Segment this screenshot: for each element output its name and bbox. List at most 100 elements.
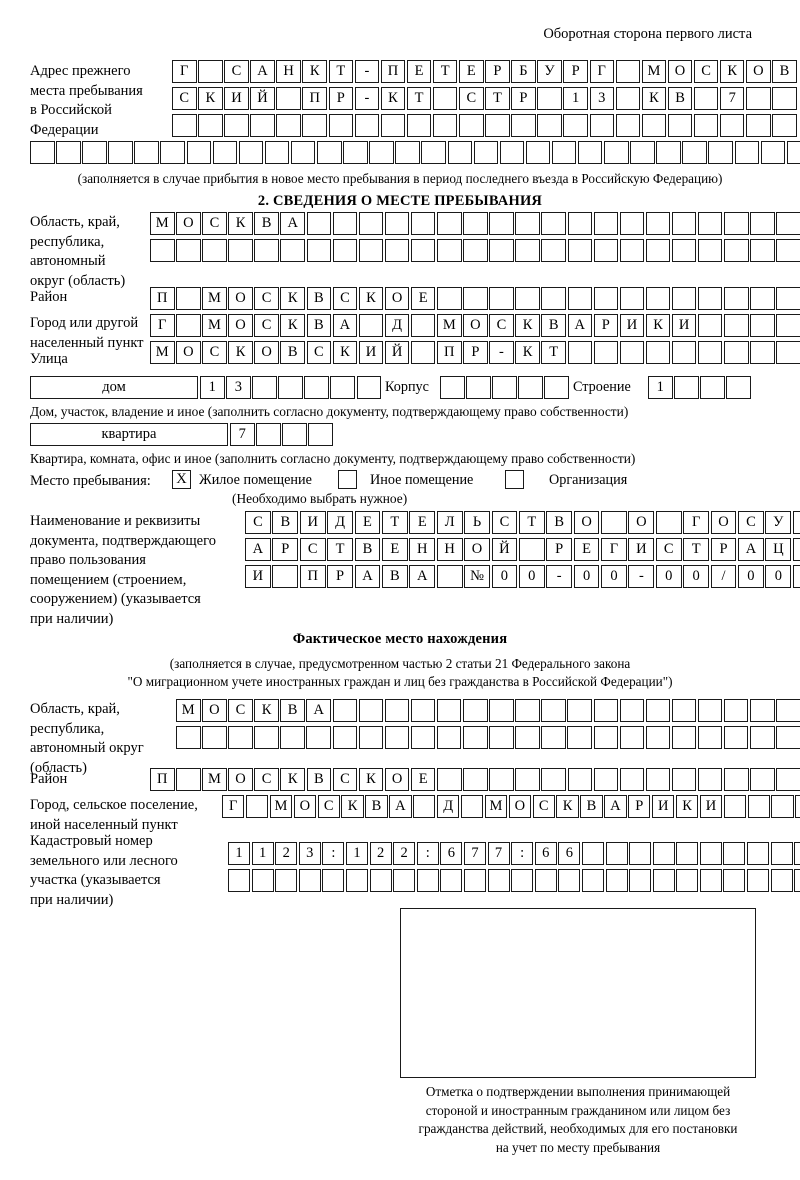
form-cell[interactable]	[202, 239, 227, 262]
form-cell[interactable]	[724, 287, 749, 310]
form-cell[interactable]	[724, 341, 749, 364]
form-cell[interactable]: К	[198, 87, 223, 110]
form-cell[interactable]: -	[354, 87, 380, 110]
form-cell[interactable]	[537, 114, 562, 137]
form-cell[interactable]: Й	[491, 538, 518, 561]
form-cell[interactable]: О	[293, 795, 316, 818]
form-cell[interactable]: 7	[487, 842, 510, 865]
form-cell[interactable]	[671, 239, 697, 262]
form-cell[interactable]	[440, 869, 463, 892]
form-cell[interactable]: 3	[226, 376, 251, 399]
form-cell[interactable]	[699, 842, 722, 865]
form-cell[interactable]	[697, 287, 723, 310]
form-cell[interactable]	[567, 768, 592, 791]
form-cell[interactable]	[534, 869, 557, 892]
form-cell[interactable]	[358, 726, 384, 749]
form-cell[interactable]: С	[693, 60, 719, 83]
form-cell[interactable]: М	[202, 287, 227, 310]
checkbox-inoe-pomeshchenie[interactable]	[338, 470, 357, 489]
form-cell[interactable]	[615, 87, 641, 110]
form-cell[interactable]: Е	[406, 60, 432, 83]
form-cell[interactable]: Г	[601, 538, 627, 561]
form-cell[interactable]	[332, 726, 358, 749]
form-cell[interactable]	[447, 141, 472, 164]
form-cell[interactable]	[746, 114, 771, 137]
form-cell[interactable]	[697, 768, 723, 791]
form-cell[interactable]	[459, 114, 484, 137]
form-cell[interactable]	[384, 212, 410, 235]
form-cell[interactable]	[537, 87, 562, 110]
form-cell[interactable]	[619, 768, 645, 791]
form-cell[interactable]: Р	[485, 60, 510, 83]
form-cell[interactable]	[619, 239, 645, 262]
form-cell[interactable]: П	[437, 341, 462, 364]
form-cell[interactable]	[306, 726, 331, 749]
form-cell[interactable]: И	[245, 565, 271, 588]
form-cell[interactable]: 0	[601, 565, 627, 588]
form-cell[interactable]	[356, 376, 382, 399]
form-cell[interactable]: С	[254, 314, 279, 337]
form-cell[interactable]	[724, 212, 749, 235]
form-cell[interactable]	[645, 768, 671, 791]
form-cell[interactable]: М	[176, 699, 201, 722]
form-cell[interactable]: С	[655, 538, 682, 561]
form-cell[interactable]: А	[280, 212, 305, 235]
form-cell[interactable]	[619, 287, 645, 310]
form-cell[interactable]: М	[150, 212, 175, 235]
form-cell[interactable]	[134, 141, 159, 164]
form-cell[interactable]: 1	[345, 842, 368, 865]
form-cell[interactable]: С	[172, 87, 197, 110]
form-cell[interactable]	[776, 239, 800, 262]
form-cell[interactable]: К	[280, 768, 305, 791]
form-cell[interactable]: О	[228, 768, 253, 791]
form-cell[interactable]	[380, 114, 406, 137]
form-cell[interactable]	[489, 726, 514, 749]
form-cell[interactable]	[304, 376, 329, 399]
form-cell[interactable]	[250, 114, 275, 137]
form-cell[interactable]	[605, 842, 628, 865]
form-cell[interactable]	[276, 114, 301, 137]
form-cell[interactable]	[671, 212, 697, 235]
form-cell[interactable]	[697, 726, 723, 749]
form-cell[interactable]	[330, 376, 355, 399]
form-cell[interactable]	[629, 869, 652, 892]
korpus-cells[interactable]	[440, 376, 570, 399]
form-cell[interactable]	[82, 141, 107, 164]
form-cell[interactable]: В	[541, 314, 566, 337]
form-cell[interactable]: Е	[410, 287, 436, 310]
form-cell[interactable]	[724, 768, 749, 791]
form-cell[interactable]	[724, 239, 749, 262]
form-cell[interactable]: В	[381, 565, 408, 588]
form-cell[interactable]	[794, 842, 800, 865]
form-cell[interactable]	[776, 699, 800, 722]
form-cell[interactable]	[708, 141, 733, 164]
form-cell[interactable]	[567, 239, 592, 262]
form-cell[interactable]	[280, 726, 305, 749]
form-cell[interactable]: В	[546, 511, 573, 534]
form-cell[interactable]: К	[675, 795, 699, 818]
form-cell[interactable]	[460, 795, 484, 818]
form-cell[interactable]	[671, 726, 697, 749]
form-cell[interactable]	[723, 795, 746, 818]
form-cell[interactable]: А	[332, 314, 358, 337]
form-cell[interactable]	[252, 376, 277, 399]
form-cell[interactable]: А	[245, 538, 271, 561]
form-cell[interactable]: С	[532, 795, 555, 818]
form-cell[interactable]	[567, 212, 592, 235]
form-cell[interactable]	[770, 869, 793, 892]
form-cell[interactable]	[776, 726, 800, 749]
form-cell[interactable]: К	[641, 87, 667, 110]
form-cell[interactable]	[723, 869, 746, 892]
form-cell[interactable]	[746, 87, 771, 110]
form-cell[interactable]	[489, 239, 514, 262]
form-cell[interactable]: Р	[628, 795, 651, 818]
form-cell[interactable]	[619, 726, 645, 749]
form-cell[interactable]: К	[645, 314, 671, 337]
form-cell[interactable]: М	[150, 341, 175, 364]
form-cell[interactable]	[437, 212, 462, 235]
form-cell[interactable]	[541, 768, 566, 791]
form-cell[interactable]	[518, 538, 545, 561]
